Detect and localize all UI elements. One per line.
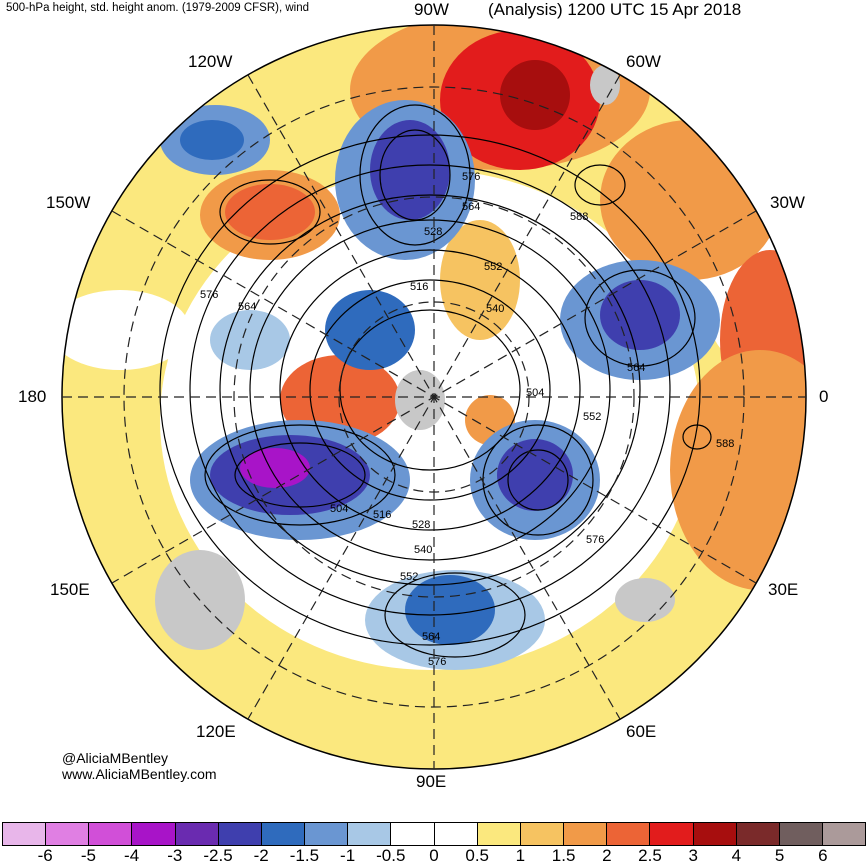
longitude-label-30w: 30W bbox=[770, 193, 805, 212]
contour-label: 540 bbox=[414, 544, 432, 556]
colorbar-segment bbox=[779, 823, 823, 845]
longitude-label-90w: 90W bbox=[414, 0, 449, 19]
colorbar-segment bbox=[391, 823, 435, 845]
colorbar-tick-label: -2 bbox=[253, 846, 269, 865]
contour-label: 576 bbox=[586, 534, 604, 546]
colorbar-tick-label: -6 bbox=[37, 846, 53, 865]
contour-label: 504 bbox=[330, 503, 348, 515]
colorbar-tick-label: -5 bbox=[80, 846, 96, 865]
contour-label: 564 bbox=[422, 631, 440, 643]
contour-label: 528 bbox=[412, 519, 430, 531]
contour-label: 576 bbox=[428, 656, 446, 668]
colorbar-segment bbox=[564, 823, 608, 845]
contour-label: 528 bbox=[424, 226, 442, 238]
colorbar-tick-label: 6 bbox=[818, 846, 828, 865]
contour-label: 552 bbox=[583, 411, 601, 423]
contour-label: 588 bbox=[716, 438, 734, 450]
colorbar-tick-label: 4 bbox=[731, 846, 742, 865]
colorbar-segment bbox=[607, 823, 651, 845]
colorbar-segment bbox=[736, 823, 780, 845]
height-contours bbox=[159, 104, 712, 658]
contour-label: 552 bbox=[484, 261, 502, 273]
longitude-label-180: 180 bbox=[18, 387, 47, 406]
colorbar-segment bbox=[693, 823, 737, 845]
contour-label: 540 bbox=[486, 303, 504, 315]
colorbar-segment bbox=[175, 823, 219, 845]
colorbar-tick-label: -3 bbox=[167, 846, 183, 865]
colorbar-segment bbox=[89, 823, 133, 845]
graticule bbox=[62, 25, 806, 769]
contour-label: 564 bbox=[462, 201, 480, 213]
longitude-label-30e: 30E bbox=[768, 580, 799, 599]
colorbar-tick-label: 1 bbox=[515, 846, 526, 865]
colorbar-tick-label: -1 bbox=[340, 846, 356, 865]
colorbar-segment bbox=[261, 823, 306, 845]
longitude-label-60w: 60W bbox=[626, 52, 661, 71]
longitude-label-0: 0 bbox=[819, 387, 829, 406]
colorbar-segment bbox=[132, 823, 176, 845]
contour-label: 516 bbox=[373, 509, 391, 521]
colorbar-segment bbox=[3, 823, 47, 845]
colorbar-tick-label: -0.5 bbox=[376, 846, 406, 865]
colorbar-tick-label: 1.5 bbox=[551, 846, 576, 865]
colorbar-tick-label: 5 bbox=[774, 846, 785, 865]
contour-label: 564 bbox=[627, 362, 645, 374]
colorbar-segment bbox=[348, 823, 392, 845]
contour-label: 576 bbox=[462, 171, 480, 183]
contour-label: 576 bbox=[200, 289, 218, 301]
contour-label: 588 bbox=[570, 211, 588, 223]
colorbar-tick-label: -4 bbox=[124, 846, 140, 865]
longitude-label-150w: 150W bbox=[46, 193, 91, 212]
analysis-time: (Analysis) 1200 UTC 15 Apr 2018 bbox=[488, 0, 742, 19]
contour-label: 504 bbox=[526, 387, 544, 399]
credit-handle: @AliciaMBentley bbox=[62, 750, 169, 766]
colorbar-tick-label: 0.5 bbox=[465, 846, 490, 865]
contour-label: 564 bbox=[238, 301, 256, 313]
colorbar-segment bbox=[520, 823, 565, 845]
longitude-label-120e: 120E bbox=[196, 722, 236, 741]
colorbar-tick-labels: -6 -5 -4 -3 -2.5 -2 -1.5 -1 -0.5 0 0.5 1 1.5 2 2.5 3 4 5 6 bbox=[2, 846, 866, 865]
colorbar-segment bbox=[46, 823, 90, 845]
longitude-label-120w: 120W bbox=[188, 52, 233, 71]
colorbar-segment bbox=[650, 823, 694, 845]
colorbar-tick-label: 2.5 bbox=[638, 846, 662, 865]
anomaly-colorbar bbox=[2, 822, 866, 846]
colorbar-segment bbox=[434, 823, 478, 845]
colorbar-tick-label: 0 bbox=[429, 846, 439, 865]
longitude-label-150e: 150E bbox=[50, 580, 90, 599]
map-title: 500-hPa height, std. height anom. (1979-… bbox=[6, 2, 310, 14]
colorbar-segment bbox=[822, 823, 866, 845]
colorbar-tick-label: 3 bbox=[688, 846, 698, 865]
contour-label-group: 576 564 528 552 540 516 576 564 504 552 … bbox=[200, 171, 734, 668]
colorbar-segment bbox=[477, 823, 521, 845]
credit-website[interactable]: www.AliciaMBentley.com bbox=[62, 766, 217, 782]
contour-label: 552 bbox=[400, 571, 418, 583]
colorbar-segment bbox=[305, 823, 349, 845]
colorbar-tick-label: -1.5 bbox=[289, 846, 320, 865]
contour-label: 516 bbox=[410, 281, 428, 293]
longitude-label-90e: 90E bbox=[416, 772, 447, 791]
longitude-label-60e: 60E bbox=[626, 722, 657, 741]
colorbar-tick-label: -2.5 bbox=[203, 846, 233, 865]
colorbar-segment bbox=[218, 823, 262, 845]
polar-stereographic-map: 576 564 528 552 540 516 576 564 504 552 … bbox=[61, 24, 807, 770]
colorbar-tick-label: 2 bbox=[602, 846, 612, 865]
